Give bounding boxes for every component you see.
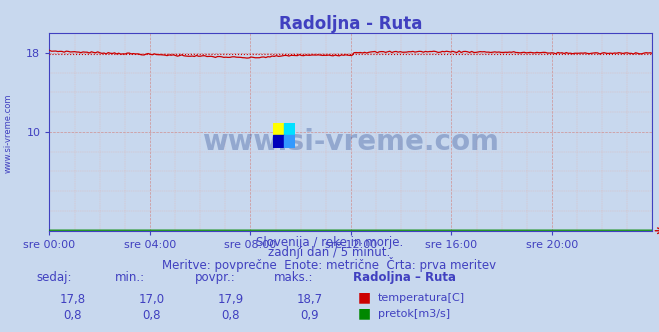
Text: sedaj:: sedaj: bbox=[36, 271, 72, 284]
Text: 17,9: 17,9 bbox=[217, 293, 244, 306]
Text: Radoljna – Ruta: Radoljna – Ruta bbox=[353, 271, 455, 284]
Text: 18,7: 18,7 bbox=[297, 293, 323, 306]
Title: Radoljna - Ruta: Radoljna - Ruta bbox=[279, 15, 422, 33]
Text: 0,9: 0,9 bbox=[301, 309, 319, 322]
Text: min.:: min.: bbox=[115, 271, 146, 284]
Text: povpr.:: povpr.: bbox=[194, 271, 235, 284]
Text: 0,8: 0,8 bbox=[63, 309, 82, 322]
Text: 0,8: 0,8 bbox=[142, 309, 161, 322]
Bar bbox=[273, 123, 285, 135]
Bar bbox=[273, 135, 285, 148]
Text: pretok[m3/s]: pretok[m3/s] bbox=[378, 309, 449, 319]
Text: 0,8: 0,8 bbox=[221, 309, 240, 322]
Text: Slovenija / reke in morje.: Slovenija / reke in morje. bbox=[256, 236, 403, 249]
Text: zadnji dan / 5 minut.: zadnji dan / 5 minut. bbox=[268, 246, 391, 259]
Text: www.si-vreme.com: www.si-vreme.com bbox=[3, 93, 13, 173]
Text: ■: ■ bbox=[358, 290, 371, 304]
Text: maks.:: maks.: bbox=[273, 271, 313, 284]
Text: www.si-vreme.com: www.si-vreme.com bbox=[202, 128, 500, 156]
Text: temperatura[C]: temperatura[C] bbox=[378, 293, 465, 303]
Text: 17,0: 17,0 bbox=[138, 293, 165, 306]
Text: Meritve: povprečne  Enote: metrične  Črta: prva meritev: Meritve: povprečne Enote: metrične Črta:… bbox=[162, 257, 497, 272]
Bar bbox=[285, 123, 295, 135]
Text: ■: ■ bbox=[358, 307, 371, 321]
Text: 17,8: 17,8 bbox=[59, 293, 86, 306]
Bar bbox=[285, 135, 295, 148]
